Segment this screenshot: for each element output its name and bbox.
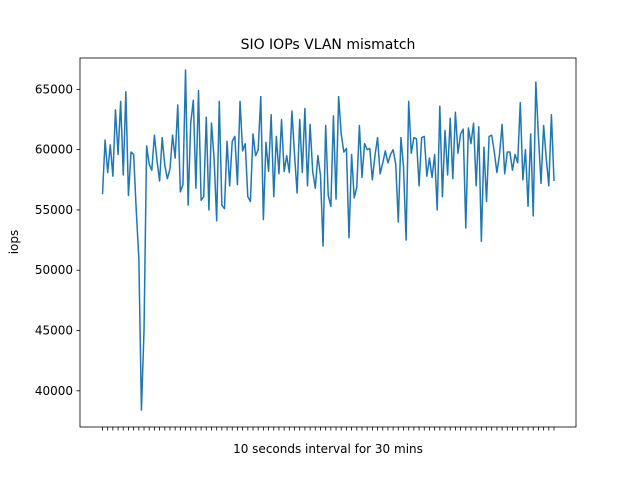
y-tick-label: 60000 (35, 143, 73, 157)
y-tick-label: 65000 (35, 82, 73, 96)
plot-frame (79, 57, 577, 428)
y-axis-label: iops (7, 230, 21, 255)
y-tick-label: 50000 (35, 263, 73, 277)
y-tick-label: 45000 (35, 324, 73, 338)
y-axis: 40000 45000 50000 55000 60000 65000 (35, 82, 80, 398)
x-axis (102, 427, 555, 431)
chart-title: SIO IOPs VLAN mismatch (241, 37, 416, 53)
x-axis-label: 10 seconds interval for 30 mins (233, 442, 423, 456)
plot-series (101, 69, 555, 411)
series-line (101, 69, 555, 411)
y-tick-label: 55000 (35, 203, 73, 217)
y-tick-label: 40000 (35, 384, 73, 398)
